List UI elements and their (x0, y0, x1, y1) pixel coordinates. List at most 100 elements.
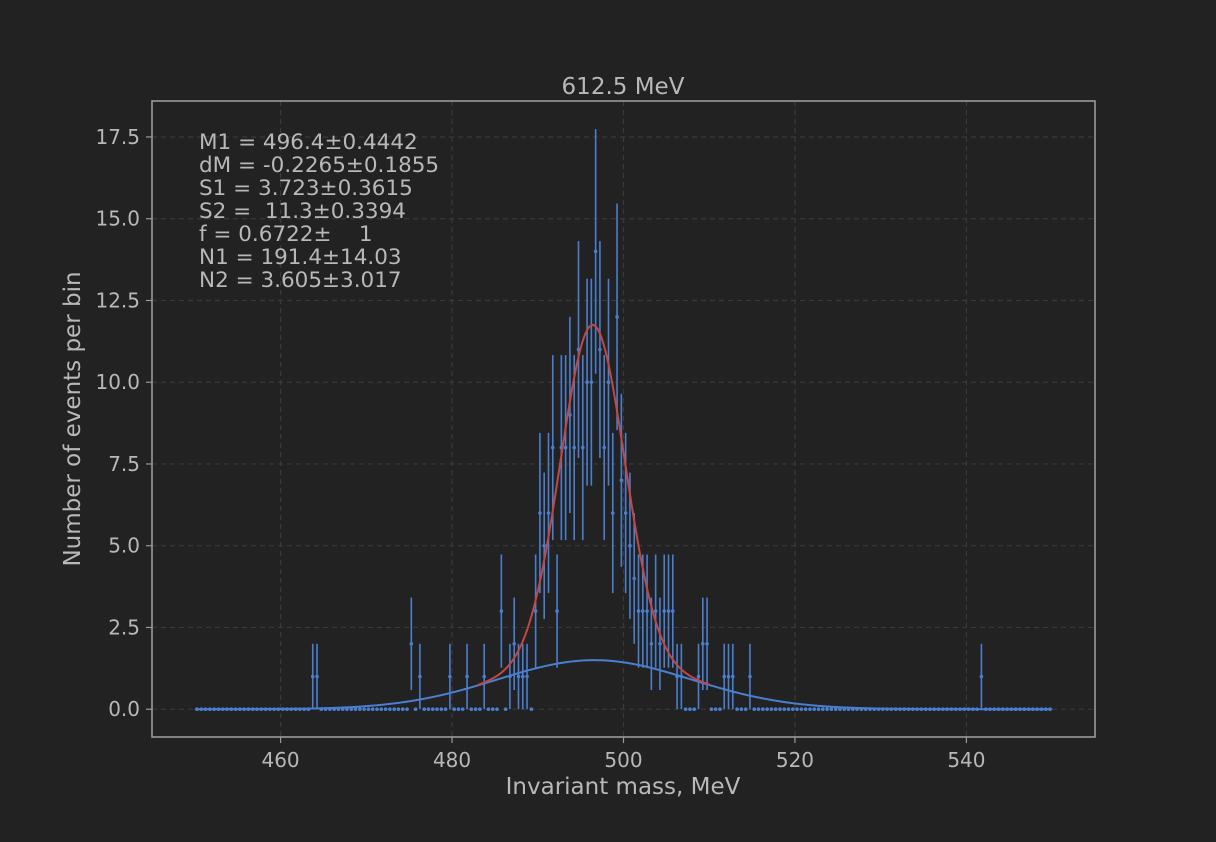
data-point (683, 707, 688, 712)
data-point (709, 707, 714, 712)
data-point (568, 413, 572, 417)
data-point (439, 707, 444, 712)
data-point (375, 707, 379, 712)
data-point (486, 707, 491, 712)
data-point (456, 707, 461, 712)
y-tick-label: 0.0 (108, 697, 140, 721)
data-point (563, 445, 568, 450)
data-point (752, 707, 757, 712)
data-point (748, 674, 752, 679)
data-point (495, 707, 499, 712)
fit-parameter-line: dM = -0.2265±0.1855 (199, 153, 439, 178)
data-point (786, 707, 791, 712)
data-point (452, 707, 456, 712)
data-point (396, 707, 401, 712)
fit-parameter-line: S1 = 3.723±0.3615 (199, 176, 413, 201)
wide-gaussian-fit-curve (194, 659, 1053, 711)
data-point (409, 642, 414, 646)
data-point (829, 707, 834, 712)
data-point (405, 707, 409, 712)
y-axis-label: Number of events per bin (60, 271, 86, 566)
data-point (602, 445, 607, 450)
x-tick-label: 500 (604, 748, 642, 772)
data-point (598, 347, 602, 352)
data-point (653, 609, 658, 613)
data-point (825, 707, 829, 712)
data-point (383, 707, 388, 712)
data-point (615, 315, 619, 319)
data-point (435, 707, 439, 712)
data-point (649, 642, 654, 646)
data-point (349, 707, 354, 712)
data-point (499, 609, 504, 613)
data-point (761, 707, 765, 712)
y-tick-label: 17.5 (95, 125, 140, 149)
data-point (773, 707, 778, 712)
data-point (426, 707, 431, 712)
data-point (765, 707, 769, 712)
data-point (525, 674, 529, 679)
data-point (713, 707, 718, 712)
data-point (593, 249, 598, 254)
data-point (632, 576, 637, 581)
data-point (718, 707, 722, 712)
data-point (756, 707, 761, 712)
data-point (572, 445, 577, 450)
data-point (516, 674, 521, 679)
data-point (705, 642, 709, 646)
data-point (731, 674, 735, 679)
data-point (795, 707, 799, 712)
fit-parameter-line: S2 = 11.3±0.3394 (199, 199, 406, 224)
y-tick-label: 15.0 (95, 207, 140, 231)
data-point (366, 707, 371, 712)
total-fit-curve (477, 323, 710, 686)
data-point (538, 511, 542, 515)
data-point (400, 707, 405, 712)
data-point (542, 543, 547, 548)
data-point (782, 707, 787, 712)
data-point (469, 707, 474, 712)
chart-title: 612.5 MeV (562, 74, 685, 100)
data-point (812, 707, 817, 712)
data-point (722, 674, 727, 679)
data-point (353, 707, 358, 712)
data-point (778, 707, 782, 712)
data-point (735, 707, 739, 712)
data-point (422, 707, 426, 712)
data-point (636, 609, 641, 613)
data-point (430, 707, 435, 712)
data-point (606, 380, 611, 385)
data-point (791, 707, 795, 712)
data-point (533, 609, 538, 613)
x-tick-label: 540 (947, 748, 985, 772)
data-point (520, 674, 525, 679)
data-point (370, 707, 375, 712)
x-axis-label: Invariant mass, MeV (506, 774, 741, 800)
data-point (640, 609, 645, 613)
fit-parameter-line: M1 = 496.4±0.4442 (199, 130, 418, 155)
data-point (392, 707, 396, 712)
data-point (580, 445, 585, 450)
data-point (478, 707, 482, 712)
data-point (688, 707, 692, 712)
data-point (443, 707, 448, 712)
data-point (692, 707, 697, 712)
x-tick-label: 520 (776, 748, 814, 772)
fit-parameter-line: N1 = 191.4±14.03 (199, 245, 402, 270)
data-point (555, 609, 559, 613)
data-point (623, 511, 628, 515)
data-point (473, 707, 478, 712)
data-point (816, 707, 821, 712)
data-point (448, 674, 452, 679)
data-point (589, 380, 594, 385)
data-point (979, 674, 984, 679)
y-tick-label: 7.5 (108, 452, 140, 476)
x-tick-label: 460 (261, 748, 299, 772)
data-point (546, 511, 551, 515)
data-point (658, 642, 662, 646)
data-point (503, 707, 508, 712)
y-tick-label: 2.5 (108, 615, 140, 639)
data-point (821, 707, 825, 712)
